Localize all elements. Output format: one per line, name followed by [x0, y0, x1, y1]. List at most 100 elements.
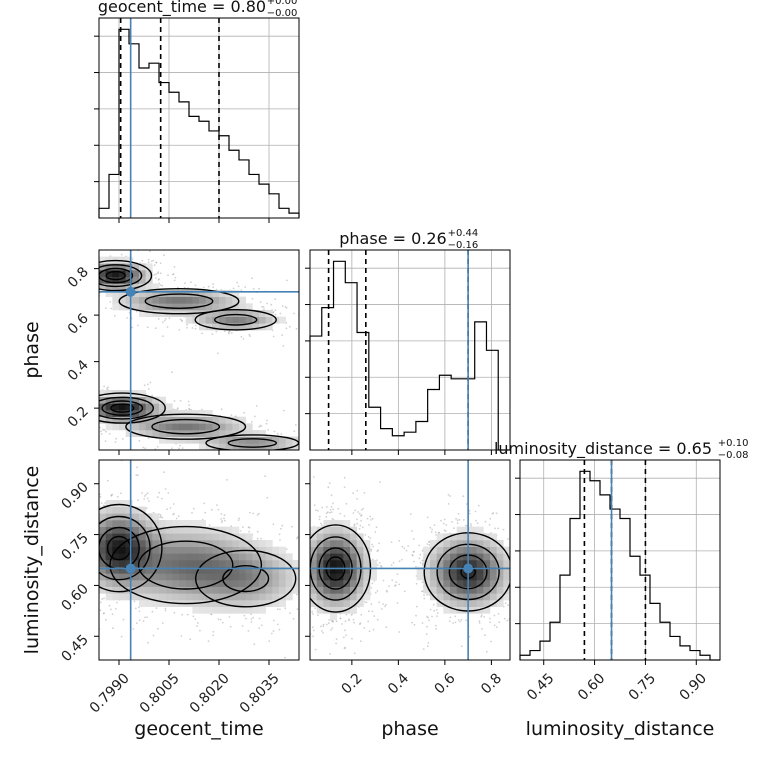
sample-point: [89, 546, 91, 548]
truth-marker: [125, 563, 136, 574]
sample-point: [456, 519, 459, 522]
sample-point: [353, 652, 356, 655]
density-cell: [105, 566, 113, 574]
sample-point: [82, 290, 84, 292]
density-cell: [192, 436, 200, 444]
density-cell: [219, 566, 226, 574]
sample-point: [82, 402, 84, 404]
contour-line: [99, 392, 166, 424]
sample-point: [250, 618, 253, 620]
sample-point: [474, 510, 477, 513]
sample-point: [212, 283, 214, 285]
sample-point: [147, 641, 149, 644]
density-cell: [119, 276, 126, 284]
sample-point: [344, 629, 346, 632]
sample-point: [162, 321, 164, 323]
density-cell: [199, 436, 206, 444]
density-cell: [179, 553, 186, 561]
sample-point: [502, 528, 505, 531]
density-cell: [112, 593, 120, 601]
density-cell: [125, 513, 133, 521]
sample-point: [62, 529, 64, 531]
sample-point: [318, 312, 320, 314]
sample-point: [340, 307, 342, 309]
sample-point: [210, 613, 213, 615]
sample-point: [85, 426, 87, 428]
density-cell: [105, 403, 113, 411]
sample-point: [142, 446, 145, 449]
sample-point: [92, 264, 94, 266]
sample-point: [302, 507, 304, 509]
density-cell: [199, 410, 206, 417]
sample-point: [398, 539, 401, 542]
title-main: phase = 0.26: [339, 229, 446, 248]
sample-point: [353, 621, 356, 624]
density-panel-phase_vs_geocent_time: [14, 250, 342, 455]
sample-point: [434, 531, 437, 534]
sample-point: [250, 613, 253, 616]
sample-point: [107, 386, 109, 389]
sample-point: [179, 318, 182, 321]
density-cell: [99, 566, 106, 574]
sample-point: [421, 559, 424, 562]
sample-point: [256, 530, 259, 533]
density-cell: [212, 560, 220, 567]
sample-point: [325, 623, 328, 626]
title-geocent_time: geocent_time = 0.80: [98, 0, 266, 17]
density-cell: [185, 580, 193, 587]
density-cell: [272, 436, 280, 444]
sample-point: [477, 504, 480, 507]
sample-point: [515, 567, 517, 569]
sample-point: [86, 568, 88, 570]
sample-point: [95, 282, 97, 284]
density-cell: [212, 600, 220, 607]
sample-point: [85, 558, 87, 560]
density-cell: [219, 443, 226, 450]
sample-point: [435, 534, 437, 536]
contour-line: [222, 564, 270, 593]
sample-point: [426, 593, 428, 596]
density-cell: [179, 533, 186, 541]
density-cell: [125, 430, 133, 437]
sample-point: [262, 530, 264, 532]
density-cell: [205, 423, 213, 431]
density-cell: [205, 580, 213, 587]
sample-point: [188, 407, 190, 410]
sample-point: [289, 612, 291, 614]
sample-point: [137, 499, 139, 502]
sample-point: [436, 612, 439, 614]
sample-point: [433, 524, 436, 526]
sample-point: [95, 283, 97, 285]
sample-point: [14, 270, 16, 272]
sample-point: [356, 489, 359, 492]
sample-point: [329, 653, 331, 655]
contour-line: [118, 288, 240, 315]
sample-point: [63, 276, 65, 278]
sample-point: [63, 543, 65, 545]
sample-point: [421, 564, 424, 566]
density-cell: [145, 270, 153, 277]
contour-line: [194, 308, 277, 331]
sample-point: [428, 619, 430, 622]
sample-point: [61, 272, 63, 274]
density-cell: [159, 403, 166, 411]
sample-point: [93, 531, 95, 533]
sample-point: [337, 507, 340, 510]
sample-point: [62, 614, 64, 616]
density-cell: [105, 416, 113, 424]
density-cell: [212, 540, 220, 547]
sample-point: [53, 547, 55, 549]
density-cell: [239, 553, 246, 561]
sample-point: [378, 562, 381, 564]
density-cell: [232, 606, 240, 614]
sample-point: [87, 579, 89, 581]
sample-point: [53, 413, 55, 415]
sample-point: [306, 541, 308, 543]
sample-point: [97, 427, 99, 429]
sample-point: [134, 607, 137, 610]
sample-point: [159, 262, 162, 265]
sample-point: [94, 288, 96, 290]
sample-point: [137, 474, 139, 477]
sample-point: [296, 531, 298, 533]
density-cell: [265, 323, 273, 331]
